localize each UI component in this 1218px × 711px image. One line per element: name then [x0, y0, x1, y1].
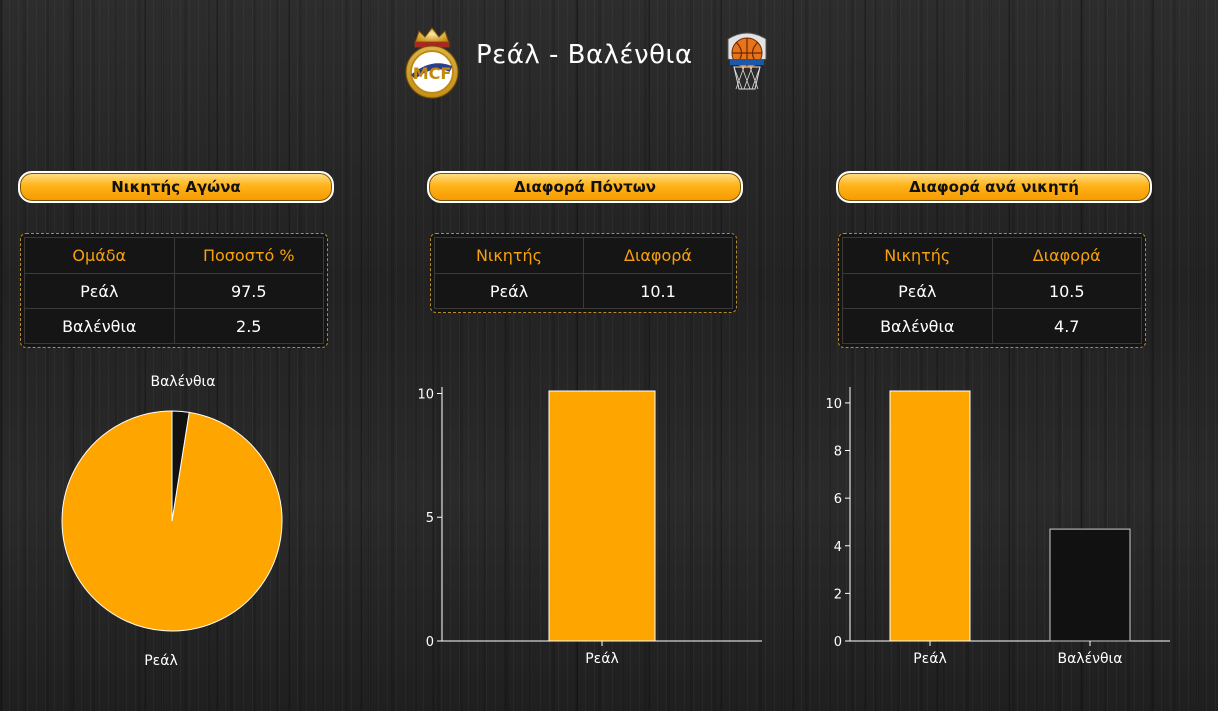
points-difference-table: Νικητής Διαφορά Ρεάλ 10.1: [430, 233, 737, 313]
page-header: MCF Ρεάλ - Βαλένθια: [0, 22, 1218, 102]
y-tick-label: 0: [834, 635, 842, 650]
page-title: Ρεάλ - Βαλένθια: [476, 40, 693, 70]
x-tick-label: Βαλένθια: [1057, 651, 1122, 667]
table-cell: Ρεάλ: [434, 273, 584, 309]
pie-label-valencia: Βαλένθια: [150, 374, 215, 390]
table-header: Νικητής: [434, 237, 584, 274]
y-tick-label: 2: [834, 587, 842, 602]
bar-real: [889, 390, 971, 642]
y-tick-label: 10: [417, 387, 434, 402]
panel-title-match-winner: Νικητής Αγώνα: [18, 171, 334, 203]
table-header: Ομάδα: [24, 237, 175, 274]
y-tick-label: 6: [834, 492, 842, 507]
table-header: Διαφορά: [583, 237, 733, 274]
y-tick-label: 8: [834, 445, 842, 460]
table-header: Διαφορά: [991, 237, 1142, 274]
table-cell: Βαλένθια: [24, 308, 175, 344]
svg-text:MCF: MCF: [413, 64, 452, 83]
table-cell: Ρεάλ: [24, 273, 175, 309]
table-row: Ρεάλ 10.1: [434, 273, 733, 309]
points-difference-bar-chart: 0 5 10 Ρεάλ: [417, 387, 762, 667]
y-tick-label: 10: [825, 397, 842, 412]
valencia-basket-crest-icon: [727, 32, 767, 90]
table-header: Ποσοστό %: [173, 237, 324, 274]
panel-title-difference-per-winner: Διαφορά ανά νικητή: [836, 171, 1152, 203]
x-tick-label: Ρεάλ: [913, 651, 947, 667]
table-row: Βαλένθια 2.5: [24, 308, 324, 344]
table-row: Ρεάλ 10.5: [842, 273, 1142, 309]
x-tick-label: Ρεάλ: [585, 651, 619, 667]
table-cell: Ρεάλ: [842, 273, 993, 309]
difference-per-winner-bar-chart: 0 2 4 6 8 10 Ρεάλ Βαλένθια: [825, 387, 1170, 667]
table-cell: 10.5: [991, 273, 1142, 309]
match-winner-pie-chart: Βαλένθια Ρεάλ: [61, 374, 283, 669]
pie-label-real: Ρεάλ: [144, 653, 178, 669]
y-tick-label: 5: [426, 511, 434, 526]
table-cell: 10.1: [583, 273, 733, 309]
bar-real: [548, 390, 656, 642]
table-row: Βαλένθια 4.7: [842, 308, 1142, 344]
bar-valencia: [1049, 528, 1131, 642]
y-tick-label: 0: [426, 635, 434, 650]
difference-per-winner-table: Νικητής Διαφορά Ρεάλ 10.5 Βαλένθια 4.7: [838, 233, 1146, 348]
match-winner-table: Ομάδα Ποσοστό % Ρεάλ 97.5 Βαλένθια 2.5: [20, 233, 328, 348]
table-cell: 97.5: [173, 273, 324, 309]
table-cell: 4.7: [991, 308, 1142, 344]
table-cell: 2.5: [173, 308, 324, 344]
real-madrid-crest-icon: MCF: [405, 27, 459, 99]
table-header: Νικητής: [842, 237, 993, 274]
pie-slice-valencia: [171, 410, 190, 522]
table-cell: Βαλένθια: [842, 308, 993, 344]
table-row: Ρεάλ 97.5: [24, 273, 324, 309]
y-tick-label: 4: [834, 540, 842, 555]
panel-title-points-difference: Διαφορά Πόντων: [427, 171, 743, 203]
